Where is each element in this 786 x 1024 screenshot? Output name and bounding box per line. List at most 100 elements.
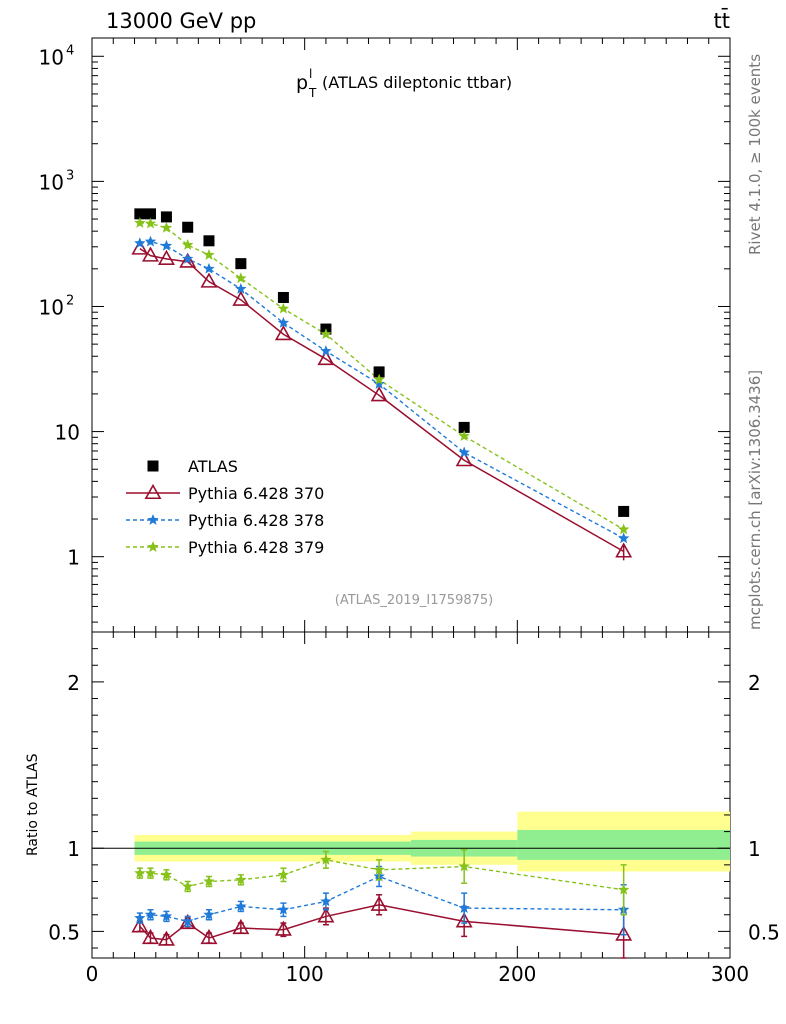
plot-title-sub: T [308, 86, 317, 100]
x-tick-label: 0 [86, 962, 99, 986]
ratio-point-p370 [131, 917, 149, 933]
legend-label-p379: Pythia 6.428 379 [188, 538, 324, 557]
ratio-point-p379 [181, 880, 194, 892]
ratio-frame [91, 631, 731, 959]
data-point-p378 [134, 237, 146, 249]
data-point-atlas [277, 291, 289, 303]
data-point-atlas [182, 221, 194, 233]
data-point-p378 [373, 378, 385, 389]
ratio-point-p378 [181, 915, 194, 927]
process-label: tt̄ [714, 8, 730, 33]
data-point-atlas [373, 366, 385, 378]
data-point-p378 [160, 239, 173, 251]
series-line-p370 [139, 248, 625, 553]
data-point-p370 [131, 239, 149, 255]
y-tick-label-exp: 2 [66, 293, 74, 308]
ratio-plot: 0 100 200 300 0.5 0.5 1 1 2 2 [48, 631, 780, 986]
ratio-point-p379 [458, 860, 470, 872]
y-tick-label-exp: 3 [66, 168, 74, 183]
data-point-p379 [235, 272, 247, 284]
y-tick-label: 10 [39, 295, 64, 319]
ratio-y-tick-label-right: 1 [748, 837, 761, 861]
ratio-point-p378 [320, 895, 332, 907]
ratio-point-p378 [144, 908, 157, 920]
ratio-y-tick-label: 0.5 [48, 920, 80, 944]
legend-label-atlas: ATLAS [188, 457, 238, 476]
data-point-p370 [200, 272, 218, 288]
ratio-point-p370 [370, 895, 388, 911]
data-point-atlas [458, 421, 470, 433]
ratio-point-p378 [134, 912, 146, 923]
ratio-line-p379 [139, 859, 624, 891]
legend-marker-atlas [147, 460, 159, 472]
ratio-point-p370 [232, 918, 250, 935]
data-point-p370 [274, 325, 292, 341]
ratio-point-p378 [203, 908, 215, 920]
ratio-point-p370 [317, 907, 335, 923]
legend-marker-p378 [147, 514, 159, 525]
data-point-p379 [373, 373, 385, 385]
data-point-p378 [181, 252, 194, 264]
data-point-p379 [134, 216, 146, 228]
data-point-atlas [235, 258, 247, 270]
data-point-p379 [617, 523, 630, 535]
data-point-p378 [458, 446, 470, 458]
analysis-id: (ATLAS_2019_I1759875) [335, 593, 493, 608]
mcplots-label: mcplots.cern.ch [arXiv:1306.3436] [746, 370, 764, 630]
ratio-line-p378 [139, 875, 624, 923]
ratio-point-p370 [274, 920, 292, 936]
data-point-p378 [203, 262, 215, 274]
rivet-label: Rivet 4.1.0, ≥ 100k events [746, 54, 764, 255]
data-point-p378 [320, 345, 332, 356]
legend-label-p370: Pythia 6.428 370 [188, 484, 324, 503]
ratio-y-tick-label: 2 [67, 671, 80, 695]
ratio-point-p379 [617, 883, 630, 895]
data-point-p370 [232, 290, 250, 306]
data-point-atlas [134, 208, 146, 220]
plot-title-sup: l [309, 67, 312, 81]
data-point-p379 [144, 217, 157, 229]
ratio-y-tick-label-right: 0.5 [748, 920, 780, 944]
ratio-point-p379 [203, 875, 215, 887]
data-point-p378 [144, 235, 157, 247]
y-tick-label: 10 [39, 45, 64, 69]
data-point-atlas [144, 208, 156, 220]
data-point-p379 [458, 430, 470, 441]
legend: ATLAS Pythia 6.428 370 Pythia 6.428 378 Pyt… [126, 457, 324, 557]
data-point-p378 [235, 282, 247, 294]
ratio-point-p378 [277, 903, 290, 915]
data-point-p378 [277, 316, 290, 328]
ratio-point-p378 [458, 902, 470, 913]
uncertainty-band-inner [517, 829, 730, 860]
y-tick-label: 1 [67, 546, 80, 570]
ratio-point-p379 [235, 873, 247, 885]
data-point-p379 [181, 239, 194, 250]
data-point-p379 [320, 328, 332, 340]
data-point-p370 [317, 349, 335, 366]
x-tick-label: 100 [286, 962, 324, 986]
ratio-point-p379 [160, 868, 173, 880]
ratio-y-tick-label-right: 2 [748, 671, 761, 695]
data-point-p370 [141, 246, 159, 262]
legend-marker-p370 [144, 483, 162, 500]
data-point-atlas [160, 211, 172, 223]
data-point-p379 [203, 248, 215, 260]
legend-label-p378: Pythia 6.428 378 [188, 511, 324, 530]
data-point-p378 [617, 532, 630, 544]
plot-title: p l T (ATLAS dileptonic ttbar) [296, 67, 512, 100]
ratio-point-p379 [373, 863, 385, 875]
ratio-point-p370 [157, 930, 175, 946]
y-tick-label: 10 [55, 421, 80, 445]
data-point-p370 [370, 386, 388, 402]
x-tick-label: 300 [711, 962, 749, 986]
ratio-point-p379 [134, 867, 146, 879]
ratio-point-p378 [160, 910, 173, 922]
legend-marker-p379 [147, 541, 159, 552]
data-point-p370 [455, 451, 473, 467]
data-point-p379 [160, 221, 173, 233]
series-line-p379 [139, 222, 625, 531]
ratio-point-p370 [615, 925, 633, 941]
ratio-ylabel: Ratio to ATLAS [25, 753, 41, 856]
